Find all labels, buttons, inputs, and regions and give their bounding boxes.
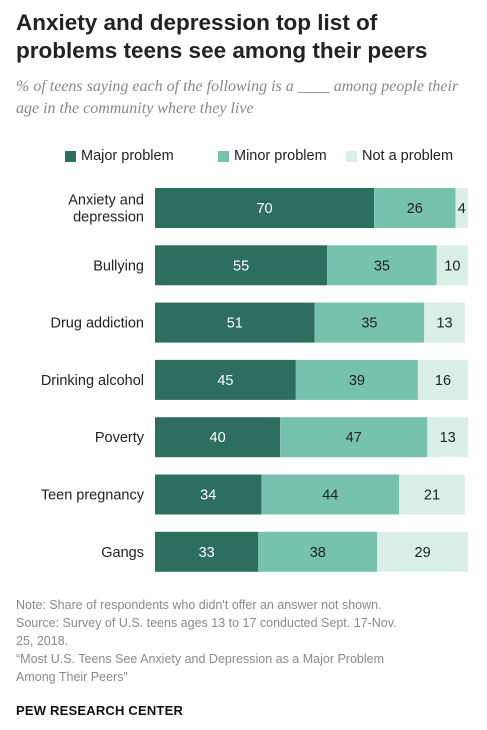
category-label-line: Teen pregnancy <box>41 488 145 504</box>
category-label-line: Anxiety and <box>68 193 144 209</box>
bar-segment-major-problem <box>155 245 328 286</box>
data-label: 16 <box>435 373 451 389</box>
category-label-line: Drug addiction <box>51 316 145 332</box>
bar-segment-minor-problem <box>258 531 378 572</box>
note-line: Source: Survey of U.S. teens ages 13 to … <box>16 616 397 630</box>
data-label: 21 <box>424 488 440 504</box>
bar-segment-not-a-problem <box>377 531 468 572</box>
data-label: 13 <box>436 316 452 332</box>
data-label: 44 <box>322 488 338 504</box>
data-label: 10 <box>444 258 460 274</box>
bar-segment-minor-problem <box>374 188 456 228</box>
chart-notes: Note: Share of respondents who didn't of… <box>16 596 476 686</box>
bar-segment-not-a-problem <box>417 359 468 400</box>
data-label: 70 <box>256 201 272 217</box>
data-label: 35 <box>374 258 390 274</box>
data-label: 34 <box>200 488 216 504</box>
category-label-line: Poverty <box>95 430 145 446</box>
bar-segment-minor-problem <box>327 245 437 286</box>
chart-subtitle: % of teens saying each of the following … <box>16 78 459 117</box>
bar-segment-minor-problem <box>261 474 400 515</box>
data-label: 26 <box>407 201 423 217</box>
note-line: “Most U.S. Teens See Anxiety and Depress… <box>16 652 384 666</box>
data-label: 47 <box>346 430 362 446</box>
category-label-line: Drinking alcohol <box>41 373 144 389</box>
bar-segment-minor-problem <box>295 359 418 400</box>
category-label: Teen pregnancy <box>41 488 145 504</box>
legend-swatch-minor <box>218 150 229 162</box>
legend: Major problem Minor problem Not a proble… <box>0 146 487 166</box>
category-label-line: depression <box>73 210 144 226</box>
category-label-line: Bullying <box>93 258 144 274</box>
category-label: Anxiety and depression <box>68 193 144 226</box>
bar-segment-major-problem <box>155 474 262 515</box>
bar-segment-not-a-problem <box>455 188 468 228</box>
note-line: Note: Share of respondents who didn't of… <box>16 598 382 612</box>
data-label: 35 <box>361 316 377 332</box>
organization-name: PEW RESEARCH CENTER <box>16 703 184 718</box>
category-label-line: Gangs <box>101 545 144 561</box>
legend-label-none: Not a problem <box>362 148 454 164</box>
bar-segment-minor-problem <box>314 302 425 343</box>
legend-swatch-major <box>65 150 76 162</box>
bar-segment-major-problem <box>155 302 315 343</box>
data-label: 33 <box>199 545 215 561</box>
legend-label-minor: Minor problem <box>234 148 327 164</box>
data-label: 55 <box>233 258 249 274</box>
data-label: 38 <box>310 545 326 561</box>
bar-segment-not-a-problem <box>424 302 465 343</box>
category-label: Poverty <box>95 430 145 446</box>
category-label: Drug addiction <box>51 316 145 332</box>
legend-item-minor: Minor problem <box>218 146 327 166</box>
data-label: 40 <box>210 430 226 446</box>
data-label: 45 <box>217 373 233 389</box>
bar-segment-major-problem <box>155 359 296 400</box>
bar-segment-major-problem <box>155 188 375 228</box>
category-label: Gangs <box>101 545 144 561</box>
bar-segment-major-problem <box>155 531 259 572</box>
legend-swatch-none <box>346 150 357 162</box>
legend-item-major: Major problem <box>65 146 174 166</box>
data-label: 39 <box>349 373 365 389</box>
bar-segment-not-a-problem <box>436 245 468 286</box>
bar-segment-major-problem <box>155 417 281 458</box>
data-label: 4 <box>458 201 466 217</box>
bar-segment-minor-problem <box>280 417 428 458</box>
data-label: 13 <box>440 430 456 446</box>
category-label: Bullying <box>93 258 144 274</box>
bar-segment-not-a-problem <box>427 417 468 458</box>
chart-title: Anxiety and depression top list of probl… <box>16 10 428 63</box>
legend-label-major: Major problem <box>81 148 174 164</box>
note-line: Among Their Peers” <box>16 670 128 684</box>
stacked-bar-chart: Anxiety and depression 70 26 4 Bullying 55 35 10… <box>41 188 468 572</box>
note-line: 25, 2018. <box>16 634 69 648</box>
data-label: 29 <box>415 545 431 561</box>
category-label: Drinking alcohol <box>41 373 144 389</box>
data-label: 51 <box>227 316 243 332</box>
bar-segment-not-a-problem <box>399 474 465 515</box>
legend-item-none: Not a problem <box>346 146 453 166</box>
